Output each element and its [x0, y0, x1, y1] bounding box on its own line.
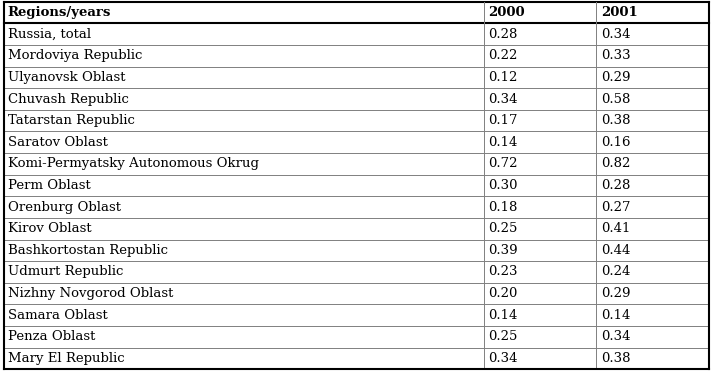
- Text: 0.28: 0.28: [601, 179, 630, 192]
- Text: Samara Oblast: Samara Oblast: [8, 309, 108, 322]
- Text: 0.82: 0.82: [601, 157, 630, 170]
- Text: 0.34: 0.34: [488, 352, 518, 365]
- Text: 2000: 2000: [488, 6, 525, 19]
- Text: 0.14: 0.14: [488, 136, 517, 149]
- Text: 0.17: 0.17: [488, 114, 518, 127]
- Text: 0.34: 0.34: [601, 28, 630, 41]
- Text: 0.25: 0.25: [488, 330, 517, 343]
- Text: 0.14: 0.14: [601, 309, 630, 322]
- Text: 2001: 2001: [601, 6, 637, 19]
- Text: 0.20: 0.20: [488, 287, 517, 300]
- Text: 0.27: 0.27: [601, 201, 630, 214]
- Text: 0.24: 0.24: [601, 265, 630, 278]
- Text: 0.22: 0.22: [488, 49, 517, 62]
- Text: 0.33: 0.33: [601, 49, 630, 62]
- Text: 0.29: 0.29: [601, 71, 630, 84]
- Text: 0.44: 0.44: [601, 244, 630, 257]
- Text: Tatarstan Republic: Tatarstan Republic: [8, 114, 135, 127]
- Text: Russia, total: Russia, total: [8, 28, 91, 41]
- Text: 0.18: 0.18: [488, 201, 517, 214]
- Text: Saratov Oblast: Saratov Oblast: [8, 136, 108, 149]
- Text: Orenburg Oblast: Orenburg Oblast: [8, 201, 120, 214]
- Text: 0.25: 0.25: [488, 222, 517, 235]
- Text: Komi-Permyatsky Autonomous Okrug: Komi-Permyatsky Autonomous Okrug: [8, 157, 259, 170]
- Text: 0.34: 0.34: [601, 330, 630, 343]
- Text: Udmurt Republic: Udmurt Republic: [8, 265, 123, 278]
- Text: Kirov Oblast: Kirov Oblast: [8, 222, 91, 235]
- Text: 0.39: 0.39: [488, 244, 518, 257]
- Text: 0.30: 0.30: [488, 179, 518, 192]
- Text: 0.38: 0.38: [601, 114, 630, 127]
- Text: Mordoviya Republic: Mordoviya Republic: [8, 49, 142, 62]
- Text: Penza Oblast: Penza Oblast: [8, 330, 96, 343]
- Text: 0.12: 0.12: [488, 71, 517, 84]
- Text: 0.14: 0.14: [488, 309, 517, 322]
- Text: Bashkortostan Republic: Bashkortostan Republic: [8, 244, 168, 257]
- Text: 0.16: 0.16: [601, 136, 630, 149]
- Text: Chuvash Republic: Chuvash Republic: [8, 93, 129, 106]
- Text: Perm Oblast: Perm Oblast: [8, 179, 91, 192]
- Text: 0.41: 0.41: [601, 222, 630, 235]
- Text: 0.72: 0.72: [488, 157, 518, 170]
- Text: 0.38: 0.38: [601, 352, 630, 365]
- Text: 0.34: 0.34: [488, 93, 518, 106]
- Text: Mary El Republic: Mary El Republic: [8, 352, 125, 365]
- Text: 0.29: 0.29: [601, 287, 630, 300]
- Text: 0.28: 0.28: [488, 28, 517, 41]
- Text: Nizhny Novgorod Oblast: Nizhny Novgorod Oblast: [8, 287, 173, 300]
- Text: Ulyanovsk Oblast: Ulyanovsk Oblast: [8, 71, 125, 84]
- Text: Regions/years: Regions/years: [8, 6, 111, 19]
- Text: 0.58: 0.58: [601, 93, 630, 106]
- Text: 0.23: 0.23: [488, 265, 518, 278]
